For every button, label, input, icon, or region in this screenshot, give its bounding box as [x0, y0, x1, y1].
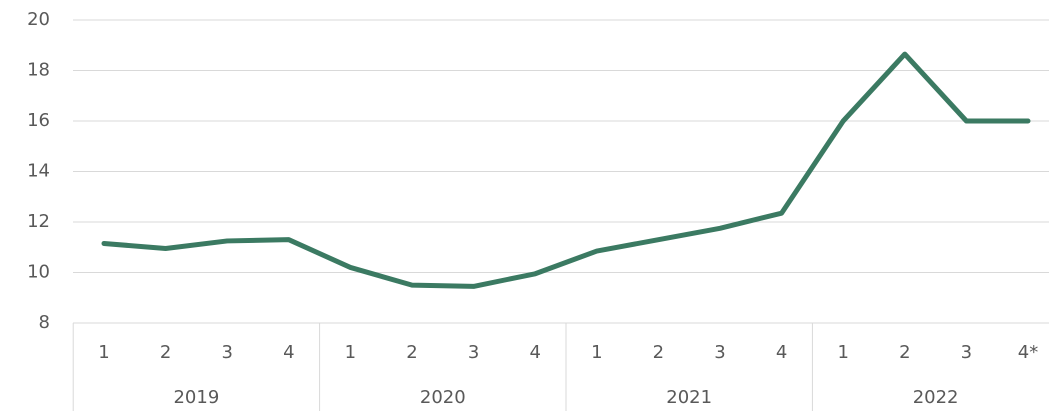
x-tick-label: 3 — [468, 342, 479, 363]
x-tick-label: 2 — [406, 342, 417, 363]
y-tick-label: 12 — [27, 211, 50, 232]
x-tick-label: 4 — [776, 342, 787, 363]
x-group-label: 2021 — [666, 387, 712, 408]
y-tick-label: 16 — [27, 110, 50, 131]
x-tick-label: 3 — [961, 342, 972, 363]
x-tick-label: 2 — [899, 342, 910, 363]
y-tick-label: 8 — [39, 312, 50, 333]
x-tick-label: 4* — [1018, 342, 1038, 363]
x-tick-label: 3 — [221, 342, 232, 363]
x-tick-label: 1 — [345, 342, 356, 363]
y-tick-label: 18 — [27, 60, 50, 81]
x-tick-label: 2 — [653, 342, 664, 363]
x-tick-label: 4 — [283, 342, 294, 363]
y-tick-label: 10 — [27, 262, 50, 283]
x-group-label: 2019 — [173, 387, 219, 408]
data-line — [101, 51, 1031, 289]
x-group-label: 2022 — [913, 387, 959, 408]
y-tick-label: 14 — [27, 161, 50, 182]
x-tick-label: 3 — [714, 342, 725, 363]
x-tick-label: 1 — [591, 342, 602, 363]
x-tick-label: 1 — [837, 342, 848, 363]
y-tick-label: 20 — [27, 9, 50, 30]
x-tick-label: 4 — [529, 342, 540, 363]
x-tick-label: 1 — [98, 342, 109, 363]
x-tick-label: 2 — [160, 342, 171, 363]
x-group-label: 2020 — [420, 387, 466, 408]
